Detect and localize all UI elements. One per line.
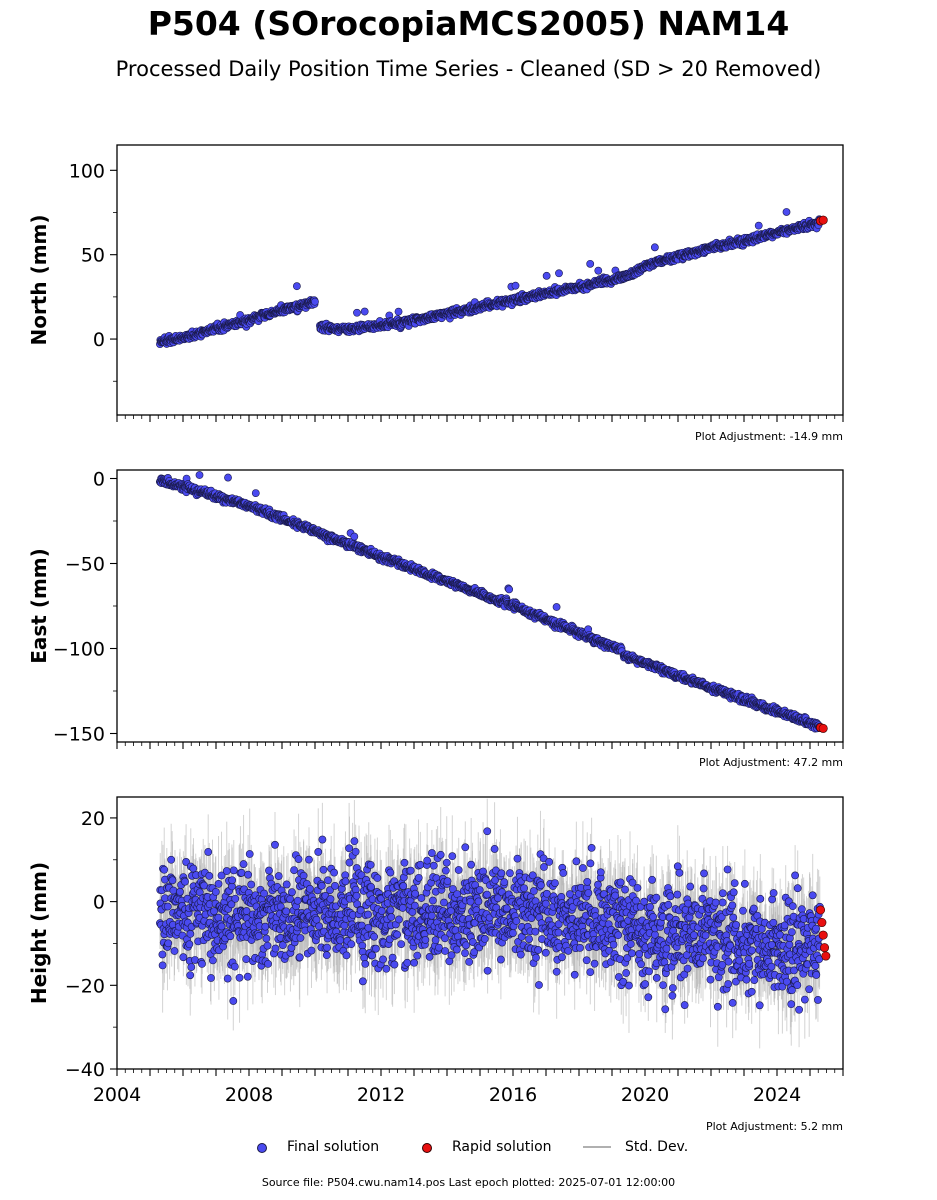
panel-1: 0 50 100 North (mm) Plot Adjustment: -14.9 m… xyxy=(27,144,844,443)
plot-adjustment-label: Plot Adjustment: -14.9 mm xyxy=(695,430,843,443)
rapid-points xyxy=(816,215,828,226)
final-points xyxy=(156,208,824,349)
final-point xyxy=(594,266,603,275)
final-point xyxy=(542,271,551,280)
chart-title: P504 (SOrocopiaMCS2005) NAM14 xyxy=(0,4,937,43)
y-tick-label: 100 xyxy=(69,160,105,182)
final-point xyxy=(555,269,563,278)
final-point xyxy=(360,307,369,316)
final-point xyxy=(586,259,595,268)
rapid-point xyxy=(818,215,828,225)
final-point xyxy=(292,282,301,291)
final-points xyxy=(155,471,824,733)
final-point xyxy=(353,308,361,317)
y-axis-label: North (mm) xyxy=(27,214,51,345)
std-dev-bars xyxy=(159,208,821,348)
chart-subtitle: Processed Daily Position Time Series - C… xyxy=(0,57,937,81)
final-point xyxy=(311,297,319,306)
final-point xyxy=(782,208,791,216)
plot-frame xyxy=(116,144,844,416)
final-point xyxy=(511,281,520,290)
final-point xyxy=(754,221,763,230)
final-point xyxy=(195,471,204,479)
final-point xyxy=(394,307,403,316)
y-tick-label: 0 xyxy=(93,329,105,351)
final-point xyxy=(650,243,659,252)
y-tick-label: 50 xyxy=(81,245,105,267)
